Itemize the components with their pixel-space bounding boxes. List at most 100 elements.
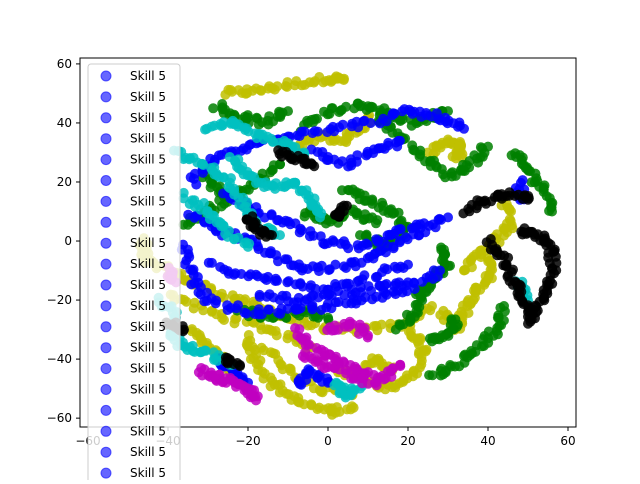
legend-label: Skill 5 (130, 341, 166, 355)
scatter-point-cyan (200, 345, 211, 356)
legend-label: Skill 5 (130, 69, 166, 83)
scatter-point-yellow (476, 252, 486, 263)
scatter-point-yellow (451, 153, 461, 164)
scatter-point-blue (241, 308, 252, 319)
legend-marker (100, 425, 112, 437)
scatter-point-yellow (339, 73, 349, 84)
scatter-point-cyan (198, 160, 209, 170)
scatter-point-cyan (206, 121, 217, 132)
legend-marker (100, 404, 112, 416)
scatter-point-black (543, 237, 554, 248)
scatter-point-green (438, 332, 449, 343)
scatter-point-blue (403, 277, 413, 288)
legend-marker (100, 384, 112, 395)
scatter-point-blue (293, 375, 304, 386)
scatter-point-blue (281, 290, 292, 301)
legend-label: Skill 5 (130, 424, 166, 438)
scatter-point-blue (419, 218, 429, 229)
legend: Skill 5 Skill 5 Skill 5 Skill 5 Skill 5 Skill… (87, 63, 181, 484)
scatter-point-green (312, 113, 322, 124)
legend-label: Skill 5 (130, 403, 166, 417)
scatter-point-cyan (216, 221, 227, 232)
scatter-point-green (283, 106, 293, 117)
scatter-point-cyan (243, 241, 253, 252)
scatter-point-magenta (221, 377, 232, 388)
scatter-point-magenta (371, 377, 381, 388)
scatter-point-blue (339, 290, 350, 300)
scatter-point-yellow (506, 206, 516, 217)
legend-marker (100, 321, 112, 333)
scatter-point-yellow (299, 399, 309, 410)
scatter-point-cyan (290, 177, 301, 188)
scatter-point-yellow (247, 85, 258, 96)
scatter-point-green (257, 168, 268, 179)
x-tick-label: −20 (235, 434, 260, 448)
legend-marker (100, 237, 112, 249)
scatter-point-green (447, 167, 458, 178)
scatter-point-black (235, 360, 245, 370)
scatter-point-yellow (218, 292, 229, 303)
legend-marker (100, 363, 112, 375)
legend-marker (100, 195, 112, 207)
y-tick-label: −60 (47, 411, 72, 425)
scatter-point-blue (222, 305, 233, 315)
scatter-point-cyan (229, 189, 240, 200)
scatter-point-yellow (271, 330, 282, 341)
scatter-point-blue (323, 265, 334, 276)
scatter-point-blue (286, 260, 297, 271)
scatter-point-blue (389, 280, 400, 291)
scatter-point-blue (209, 154, 220, 165)
scatter-point-blue (379, 263, 390, 274)
scatter-point-blue (355, 282, 366, 293)
scatter-point-blue (299, 126, 310, 137)
legend-label: Skill 5 (130, 383, 166, 397)
scatter-point-magenta (197, 370, 208, 381)
data-points-layer (134, 71, 562, 420)
scatter-point-green (547, 206, 557, 217)
legend-label: Skill 5 (130, 174, 166, 188)
scatter-point-yellow (272, 81, 283, 92)
scatter-point-cyan (315, 212, 325, 223)
scatter-point-black (509, 191, 520, 201)
scatter-point-blue (263, 304, 274, 315)
scatter-point-blue (229, 269, 239, 280)
scatter-point-blue (330, 259, 341, 270)
scatter-point-yellow (219, 315, 229, 325)
legend-label: Skill 5 (130, 111, 166, 125)
scatter-point-green (323, 312, 333, 323)
scatter-point-black (267, 230, 277, 241)
scatter-point-blue (459, 123, 469, 134)
scatter-point-green (208, 103, 219, 114)
scatter-point-blue (275, 308, 286, 319)
scatter-point-yellow (225, 85, 236, 95)
legend-label: Skill 5 (130, 466, 166, 480)
legend-label: Skill 5 (130, 445, 166, 459)
scatter-point-blue (403, 259, 413, 270)
x-tick-label: 60 (560, 434, 575, 448)
scatter-point-blue (388, 108, 398, 119)
scatter-point-yellow (459, 265, 469, 276)
legend-marker (100, 258, 112, 270)
y-tick-label: −40 (47, 352, 72, 366)
scatter-point-blue (321, 155, 332, 165)
scatter-point-blue (270, 273, 281, 284)
legend-label: Skill 5 (130, 90, 166, 104)
scatter-point-blue (282, 303, 293, 314)
scatter-point-blue (383, 137, 394, 148)
scatter-point-green (483, 141, 493, 152)
y-tick-label: 60 (57, 57, 72, 71)
legend-label: Skill 5 (130, 153, 166, 167)
scatter-point-green (275, 159, 285, 170)
scatter-point-green (359, 195, 370, 206)
legend-marker (100, 175, 112, 186)
scatter-point-blue (337, 119, 348, 130)
scatter-point-blue (443, 212, 453, 223)
scatter-point-magenta (363, 330, 373, 341)
scatter-point-black (179, 324, 189, 335)
scatter-point-green (427, 336, 437, 347)
y-tick-label: 0 (64, 234, 72, 248)
scatter-point-green (264, 111, 275, 122)
scatter-point-yellow (347, 401, 357, 412)
scatter-point-green (397, 114, 408, 125)
